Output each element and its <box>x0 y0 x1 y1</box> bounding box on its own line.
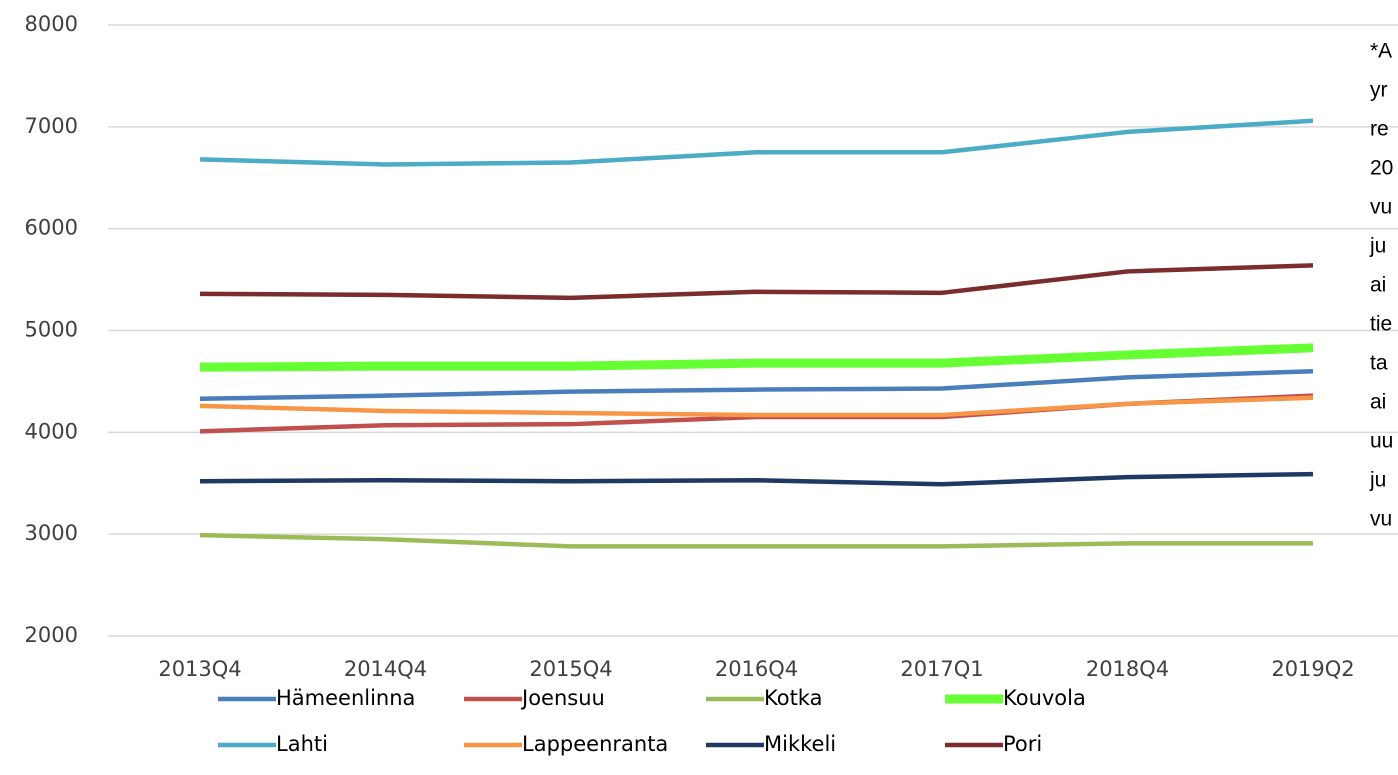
y-tick-label: 3000 <box>25 521 78 545</box>
annotation: *A <box>1370 40 1392 63</box>
x-tick-label: 2016Q4 <box>715 657 798 681</box>
y-tick-label: 4000 <box>25 419 78 443</box>
annotation: tie <box>1370 313 1392 336</box>
legend-label: Pori <box>1003 732 1042 756</box>
y-tick-label: 5000 <box>25 318 78 342</box>
annotation: ju <box>1369 469 1386 492</box>
legend-label: Joensuu <box>520 686 605 710</box>
x-tick-label: 2013Q4 <box>158 657 241 681</box>
legend-label: Lappeenranta <box>522 732 668 756</box>
annotation: re <box>1370 118 1389 141</box>
y-tick-label: 2000 <box>25 623 78 647</box>
y-tick-label: 8000 <box>25 12 78 36</box>
y-tick-label: 6000 <box>25 216 78 240</box>
legend-label: Hämeenlinna <box>276 686 415 710</box>
series-line <box>199 532 1313 549</box>
y-tick-label: 7000 <box>25 114 78 138</box>
x-tick-label: 2018Q4 <box>1086 657 1169 681</box>
legend-label: Kouvola <box>1003 686 1086 710</box>
annotation: yr <box>1370 79 1388 102</box>
series-line <box>199 368 1314 401</box>
annotation: vu <box>1370 196 1392 219</box>
x-tick-label: 2014Q4 <box>344 657 427 681</box>
legend-label: Kotka <box>764 686 822 710</box>
legend-label: Mikkeli <box>764 732 836 756</box>
series-line <box>199 395 1314 418</box>
annotation: ta <box>1370 352 1388 375</box>
annotation: uu <box>1370 430 1393 453</box>
annotation: ju <box>1369 235 1386 258</box>
x-tick-label: 2015Q4 <box>529 657 612 681</box>
annotation: 20 <box>1370 157 1393 180</box>
annotation: ai <box>1370 391 1386 414</box>
annotation: ai <box>1370 274 1386 297</box>
series-line <box>199 263 1314 301</box>
legend-label: Lahti <box>276 732 328 756</box>
series-line <box>199 471 1314 487</box>
x-tick-label: 2017Q1 <box>900 657 983 681</box>
series-line <box>199 343 1314 372</box>
x-tick-label: 2019Q2 <box>1271 657 1354 681</box>
annotation: vu <box>1370 508 1392 531</box>
series-line <box>199 118 1314 167</box>
